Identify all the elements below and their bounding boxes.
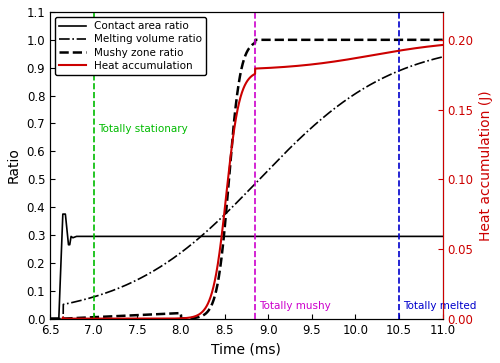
Mushy zone ratio — [440, 38, 446, 42]
Melting volume ratio — [302, 131, 308, 135]
Melting volume ratio — [340, 100, 346, 104]
Contact area ratio — [197, 234, 203, 238]
Mushy zone ratio — [340, 38, 346, 42]
Mushy zone ratio — [282, 38, 288, 42]
Melting volume ratio — [197, 235, 203, 239]
Heat accumulation — [302, 63, 308, 67]
Heat accumulation — [440, 43, 446, 47]
Y-axis label: Ratio: Ratio — [7, 147, 21, 183]
Text: Totally melted: Totally melted — [404, 301, 477, 311]
Line: Melting volume ratio: Melting volume ratio — [50, 57, 442, 319]
Line: Contact area ratio: Contact area ratio — [50, 214, 442, 319]
Contact area ratio — [370, 234, 376, 238]
Contact area ratio — [60, 212, 66, 216]
Text: Totally stationary: Totally stationary — [98, 124, 188, 134]
Melting volume ratio — [370, 81, 376, 85]
Line: Heat accumulation: Heat accumulation — [50, 45, 442, 321]
Contact area ratio — [440, 234, 446, 238]
Contact area ratio — [340, 234, 346, 238]
Mushy zone ratio — [252, 38, 258, 42]
Heat accumulation — [47, 319, 53, 323]
Contact area ratio — [282, 234, 288, 238]
Mushy zone ratio — [197, 314, 203, 319]
Heat accumulation — [282, 65, 288, 69]
Line: Mushy zone ratio: Mushy zone ratio — [50, 40, 442, 319]
Melting volume ratio — [440, 55, 446, 59]
Mushy zone ratio — [370, 38, 376, 42]
Melting volume ratio — [47, 317, 53, 321]
Melting volume ratio — [118, 285, 124, 289]
Heat accumulation — [370, 53, 376, 57]
Mushy zone ratio — [118, 314, 124, 318]
Heat accumulation — [118, 317, 124, 321]
Mushy zone ratio — [302, 38, 308, 42]
Contact area ratio — [302, 234, 308, 238]
Melting volume ratio — [282, 150, 288, 155]
Contact area ratio — [118, 234, 124, 238]
Heat accumulation — [197, 311, 203, 316]
Y-axis label: Heat accumulation (J): Heat accumulation (J) — [479, 90, 493, 241]
Text: Totally mushy: Totally mushy — [260, 301, 331, 311]
X-axis label: Time (ms): Time (ms) — [212, 342, 282, 356]
Heat accumulation — [340, 58, 346, 62]
Contact area ratio — [47, 317, 53, 321]
Legend: Contact area ratio, Melting volume ratio, Mushy zone ratio, Heat accumulation: Contact area ratio, Melting volume ratio… — [56, 17, 206, 75]
Mushy zone ratio — [47, 317, 53, 321]
